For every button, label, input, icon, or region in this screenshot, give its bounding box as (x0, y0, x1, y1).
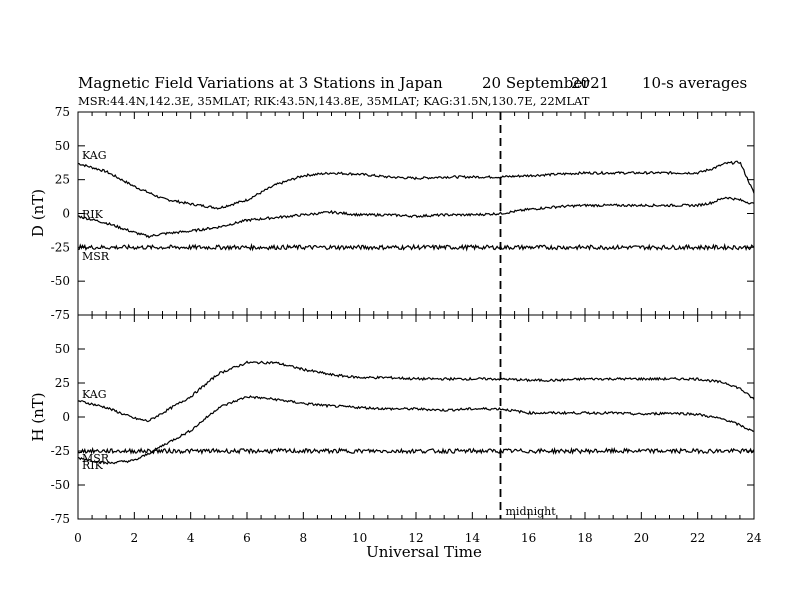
series-line-kag-h (77, 360, 755, 423)
x-tick-label: 14 (465, 531, 481, 545)
series-label-msr: MSR (82, 452, 110, 465)
series-label-msr: MSR (82, 250, 110, 263)
series-line-kag-d (77, 160, 755, 210)
y-tick-label: 0 (62, 410, 70, 424)
x-tick-label: 10 (352, 531, 367, 545)
y-tick-label: 25 (55, 173, 70, 187)
x-tick-label: 2 (131, 531, 139, 545)
y-tick-label: -50 (51, 274, 70, 288)
series-lines (77, 160, 755, 465)
y-tick-label: -75 (51, 512, 70, 526)
x-tick-label: 6 (243, 531, 251, 545)
y-tick-label: 0 (62, 207, 70, 221)
date-day: 20 September (482, 74, 590, 92)
chart-title: Magnetic Field Variations at 3 Stations … (78, 74, 443, 92)
series-label-kag: KAG (82, 149, 107, 162)
series-line-rik-h (77, 395, 755, 465)
x-tick-label: 22 (690, 531, 705, 545)
y-tick-label: 50 (55, 342, 70, 356)
x-tick-label: 12 (408, 531, 423, 545)
x-tick-label: 8 (300, 531, 308, 545)
y-tick-label: 50 (55, 139, 70, 153)
midnight-label: midnight (506, 505, 557, 518)
stations-line: MSR:44.4N,142.3E, 35MLAT; RIK:43.5N,143.… (78, 94, 590, 108)
series-label-rik: RIK (82, 208, 104, 221)
y-tick-label: -75 (51, 308, 70, 322)
x-axis-label: Universal Time (366, 543, 482, 561)
x-tick-label: 18 (577, 531, 592, 545)
y-tick-label: -50 (51, 478, 70, 492)
series-label-kag: KAG (82, 388, 107, 401)
panel-h-frame (77, 314, 755, 520)
y-tick-label: 25 (55, 376, 70, 390)
series-label-rik: RIK (82, 459, 104, 472)
x-tick-label: 4 (187, 531, 195, 545)
y-tick-label: -25 (51, 444, 70, 458)
averaging-label: 10-s averages (642, 74, 747, 92)
y-tick-label: -25 (51, 240, 70, 254)
x-tick-label: 0 (74, 531, 82, 545)
date-year: 2021 (571, 74, 609, 92)
series-line-rik-d (77, 196, 755, 239)
y-axis-label-d: D (nT) (29, 189, 47, 237)
panel-d-frame (77, 111, 755, 316)
series-line-msr-h (77, 446, 755, 456)
y-tick-label: 75 (55, 105, 70, 119)
x-tick-label: 24 (746, 531, 762, 545)
series-line-msr-d (77, 242, 755, 252)
y-axis-label-h: H (nT) (29, 392, 47, 441)
x-tick-label: 16 (521, 531, 536, 545)
x-tick-label: 20 (634, 531, 649, 545)
